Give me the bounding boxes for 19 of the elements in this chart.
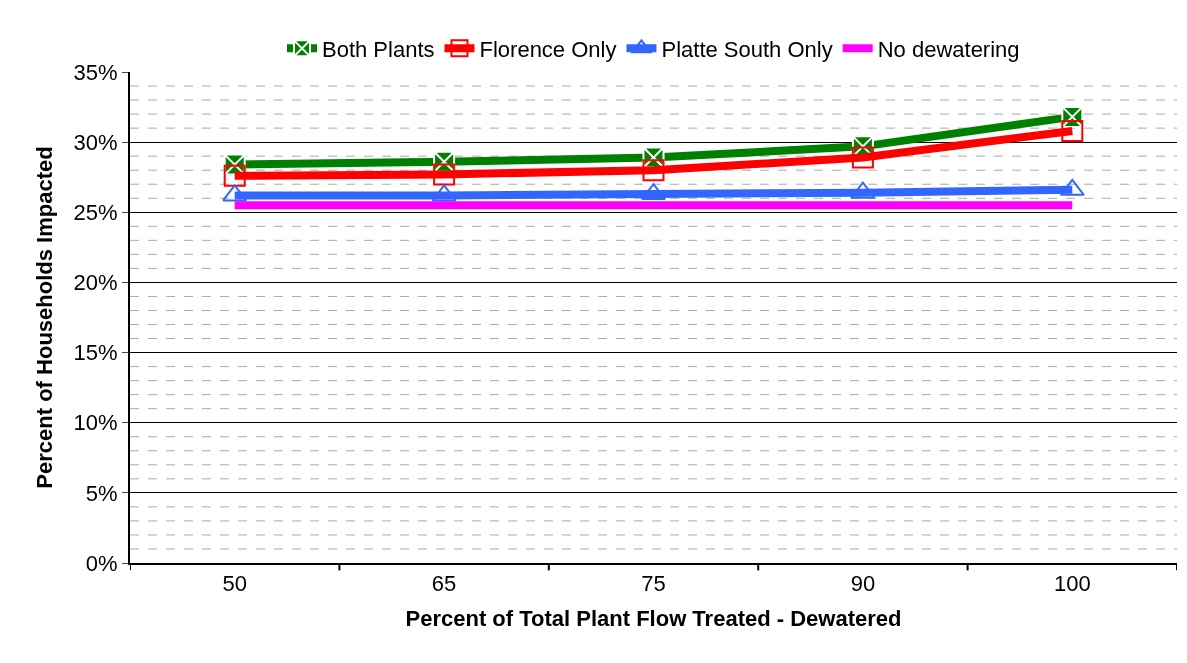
y-tick-label: 0% <box>85 550 118 576</box>
legend-label: Florence Only <box>479 36 617 62</box>
y-axis-title: Percent of Households Impacted <box>31 146 57 489</box>
y-tick-label: 30% <box>73 129 118 155</box>
y-tick-label: 35% <box>73 59 118 85</box>
y-tick-label: 5% <box>85 480 118 506</box>
y-tick-label: 20% <box>73 270 118 296</box>
x-tick-label: 90 <box>850 571 876 597</box>
x-axis-title: Percent of Total Plant Flow Treated - Dewatered <box>405 605 902 631</box>
y-tick-label: 10% <box>73 410 118 436</box>
y-tick-label: 25% <box>73 199 118 225</box>
y-tick-label: 15% <box>73 340 118 366</box>
legend-label: No dewatering <box>877 36 1020 62</box>
legend-label: Platte South Only <box>661 36 833 62</box>
x-tick-label: 100 <box>1053 571 1091 597</box>
legend-label: Both Plants <box>322 36 435 62</box>
x-tick-label: 50 <box>222 571 247 597</box>
x-tick-label: 75 <box>641 571 666 597</box>
x-tick-label: 65 <box>431 571 457 597</box>
